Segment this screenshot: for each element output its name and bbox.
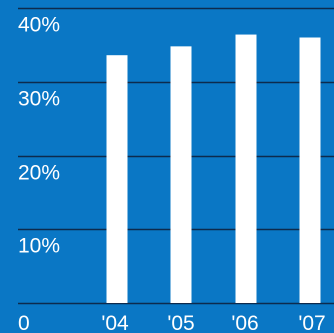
y-tick-label-0: 0 — [18, 312, 30, 333]
y-tick-label-20: 20% — [18, 162, 60, 185]
y-axis-tick-labels: 0 10% 20% 30% 40% — [18, 14, 60, 333]
x-tick-label-3: '07 — [298, 312, 325, 333]
y-tick-label-30: 30% — [18, 88, 60, 111]
bar-2 — [235, 34, 257, 304]
bar-0 — [106, 55, 128, 304]
x-axis-tick-labels: '04 '05 '06 '07 — [101, 312, 325, 333]
y-tick-label-10: 10% — [18, 235, 60, 258]
bar-3 — [299, 37, 321, 303]
bars — [106, 34, 321, 304]
x-tick-label-1: '05 — [167, 312, 194, 333]
x-tick-label-2: '06 — [231, 312, 258, 333]
bar-1 — [170, 46, 192, 303]
x-tick-label-0: '04 — [101, 312, 129, 333]
y-tick-label-40: 40% — [18, 14, 60, 37]
